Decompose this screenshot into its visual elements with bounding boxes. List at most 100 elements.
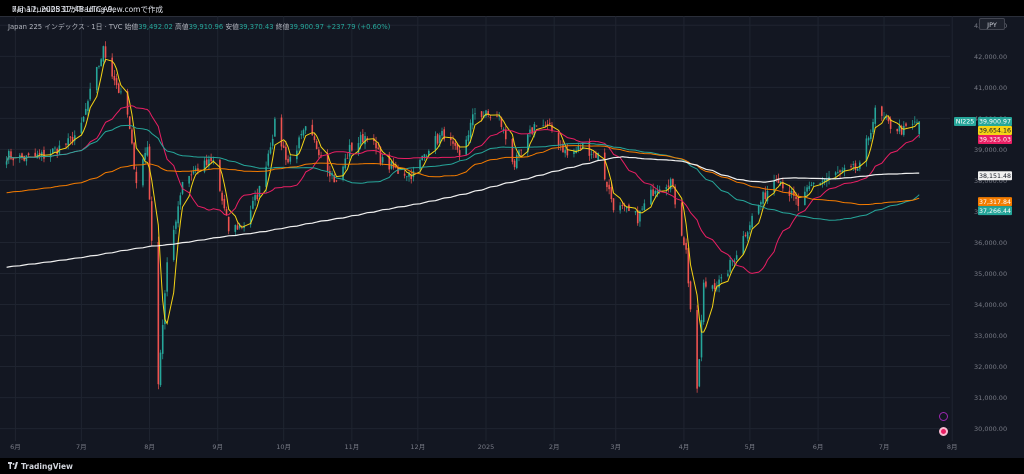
candle-body bbox=[650, 189, 652, 205]
candle-body bbox=[658, 189, 661, 192]
candle-body bbox=[131, 129, 133, 144]
price-chart[interactable]: 43,000.0042,000.0041,000.0040,000.0039,0… bbox=[0, 16, 1024, 458]
candle-body bbox=[733, 260, 736, 262]
candle-body bbox=[625, 207, 628, 209]
candle-body bbox=[826, 178, 828, 182]
candle-body bbox=[905, 123, 907, 126]
candle-body bbox=[315, 141, 318, 149]
candle-body bbox=[713, 283, 716, 290]
moving-averages bbox=[6, 58, 920, 333]
symbol-title: Japan 225 インデックス · 1日 · TVC bbox=[8, 23, 123, 31]
candle-body bbox=[190, 174, 193, 176]
candle-body bbox=[502, 129, 505, 130]
y-tick-label: 36,000.00 bbox=[974, 239, 1007, 247]
candle-body bbox=[612, 198, 615, 211]
x-tick-label: 3月 bbox=[610, 443, 621, 451]
candle-body bbox=[234, 224, 237, 232]
candle-body bbox=[610, 186, 613, 199]
candle-body bbox=[566, 148, 569, 156]
candle-body bbox=[731, 260, 734, 262]
low-label: 安値 bbox=[225, 23, 239, 31]
snapshot-author: hanaizumi0831がTradingView.comで作成 bbox=[12, 5, 163, 14]
price-label-box bbox=[978, 171, 1012, 181]
y-axis-labels: 43,000.0042,000.0041,000.0040,000.0039,0… bbox=[974, 22, 1007, 433]
candle-body bbox=[887, 116, 890, 122]
y-tick-label: 34,000.00 bbox=[974, 301, 1007, 309]
x-tick-label: 9月 bbox=[212, 443, 223, 451]
candle-body bbox=[161, 324, 164, 354]
candle-body bbox=[557, 132, 560, 146]
candle-body bbox=[441, 131, 443, 136]
candle-body bbox=[856, 168, 859, 171]
tradingview-logo[interactable]: TradingView bbox=[8, 461, 73, 471]
candle-body bbox=[529, 129, 531, 134]
event-marker-icon[interactable] bbox=[939, 427, 948, 436]
candle-body bbox=[434, 136, 437, 150]
candle-body bbox=[881, 106, 883, 116]
candle-body bbox=[696, 310, 698, 389]
candle-body bbox=[918, 121, 921, 135]
candle-body bbox=[285, 146, 287, 160]
candle-body bbox=[843, 167, 846, 172]
candle-body bbox=[628, 204, 630, 211]
candle-body bbox=[641, 208, 643, 210]
candle-body bbox=[113, 75, 116, 81]
candle-body bbox=[513, 160, 516, 168]
candle-body bbox=[274, 118, 276, 137]
candle-body bbox=[21, 153, 23, 158]
candle-body bbox=[806, 187, 808, 192]
candle-body bbox=[65, 143, 67, 145]
top-bar: 7月 17, 2025 17:48 UTC+9, hanaizumi0831がT… bbox=[0, 0, 1024, 16]
candle-body bbox=[867, 137, 870, 141]
price-label: NI225 bbox=[956, 119, 975, 126]
candle-body bbox=[793, 190, 795, 196]
candle-body bbox=[870, 133, 872, 139]
candle-body bbox=[362, 134, 364, 143]
candle-body bbox=[498, 115, 500, 117]
candle-body bbox=[515, 154, 518, 169]
candle-body bbox=[487, 111, 489, 115]
candle-body bbox=[742, 235, 745, 255]
candle-body bbox=[773, 180, 775, 192]
y-tick-label: 42,000.00 bbox=[974, 53, 1007, 61]
candle-body bbox=[746, 232, 749, 239]
candle-body bbox=[7, 151, 10, 160]
candle-body bbox=[210, 157, 212, 162]
candle-body bbox=[456, 143, 459, 150]
candle-body bbox=[406, 176, 408, 178]
candle-body bbox=[562, 143, 564, 153]
candle-body bbox=[823, 179, 826, 183]
x-tick-label: 12月 bbox=[410, 443, 425, 451]
candle-body bbox=[320, 155, 322, 156]
candle-body bbox=[69, 136, 72, 138]
candle-body bbox=[744, 234, 747, 237]
currency-button[interactable]: JPY bbox=[979, 18, 1005, 30]
candle-body bbox=[854, 163, 857, 170]
candle-body bbox=[164, 293, 166, 325]
candle-body bbox=[49, 153, 52, 158]
bottom-bar: TradingView bbox=[0, 458, 1024, 474]
candle-body bbox=[705, 281, 707, 287]
candle-body bbox=[221, 192, 223, 201]
candle-body bbox=[760, 202, 762, 205]
candle-body bbox=[142, 159, 144, 186]
candle-body bbox=[634, 211, 637, 213]
candle-body bbox=[914, 121, 916, 123]
candle-body bbox=[175, 221, 177, 229]
candles bbox=[5, 41, 921, 393]
candle-body bbox=[458, 150, 461, 156]
y-tick-label: 39,000.00 bbox=[974, 146, 1007, 154]
y-tick-label: 41,000.00 bbox=[974, 84, 1007, 92]
price-label-box bbox=[978, 134, 1012, 144]
candle-body bbox=[166, 262, 168, 292]
lightning-icon[interactable] bbox=[939, 412, 948, 421]
candle-body bbox=[865, 138, 868, 162]
candle-body bbox=[311, 124, 314, 136]
candle-body bbox=[150, 201, 153, 241]
high-value: 39,910.96 bbox=[188, 23, 224, 31]
candle-body bbox=[639, 210, 641, 222]
candle-body bbox=[67, 138, 69, 146]
candle-body bbox=[597, 152, 599, 160]
candle-body bbox=[700, 320, 703, 358]
candle-body bbox=[729, 260, 731, 272]
